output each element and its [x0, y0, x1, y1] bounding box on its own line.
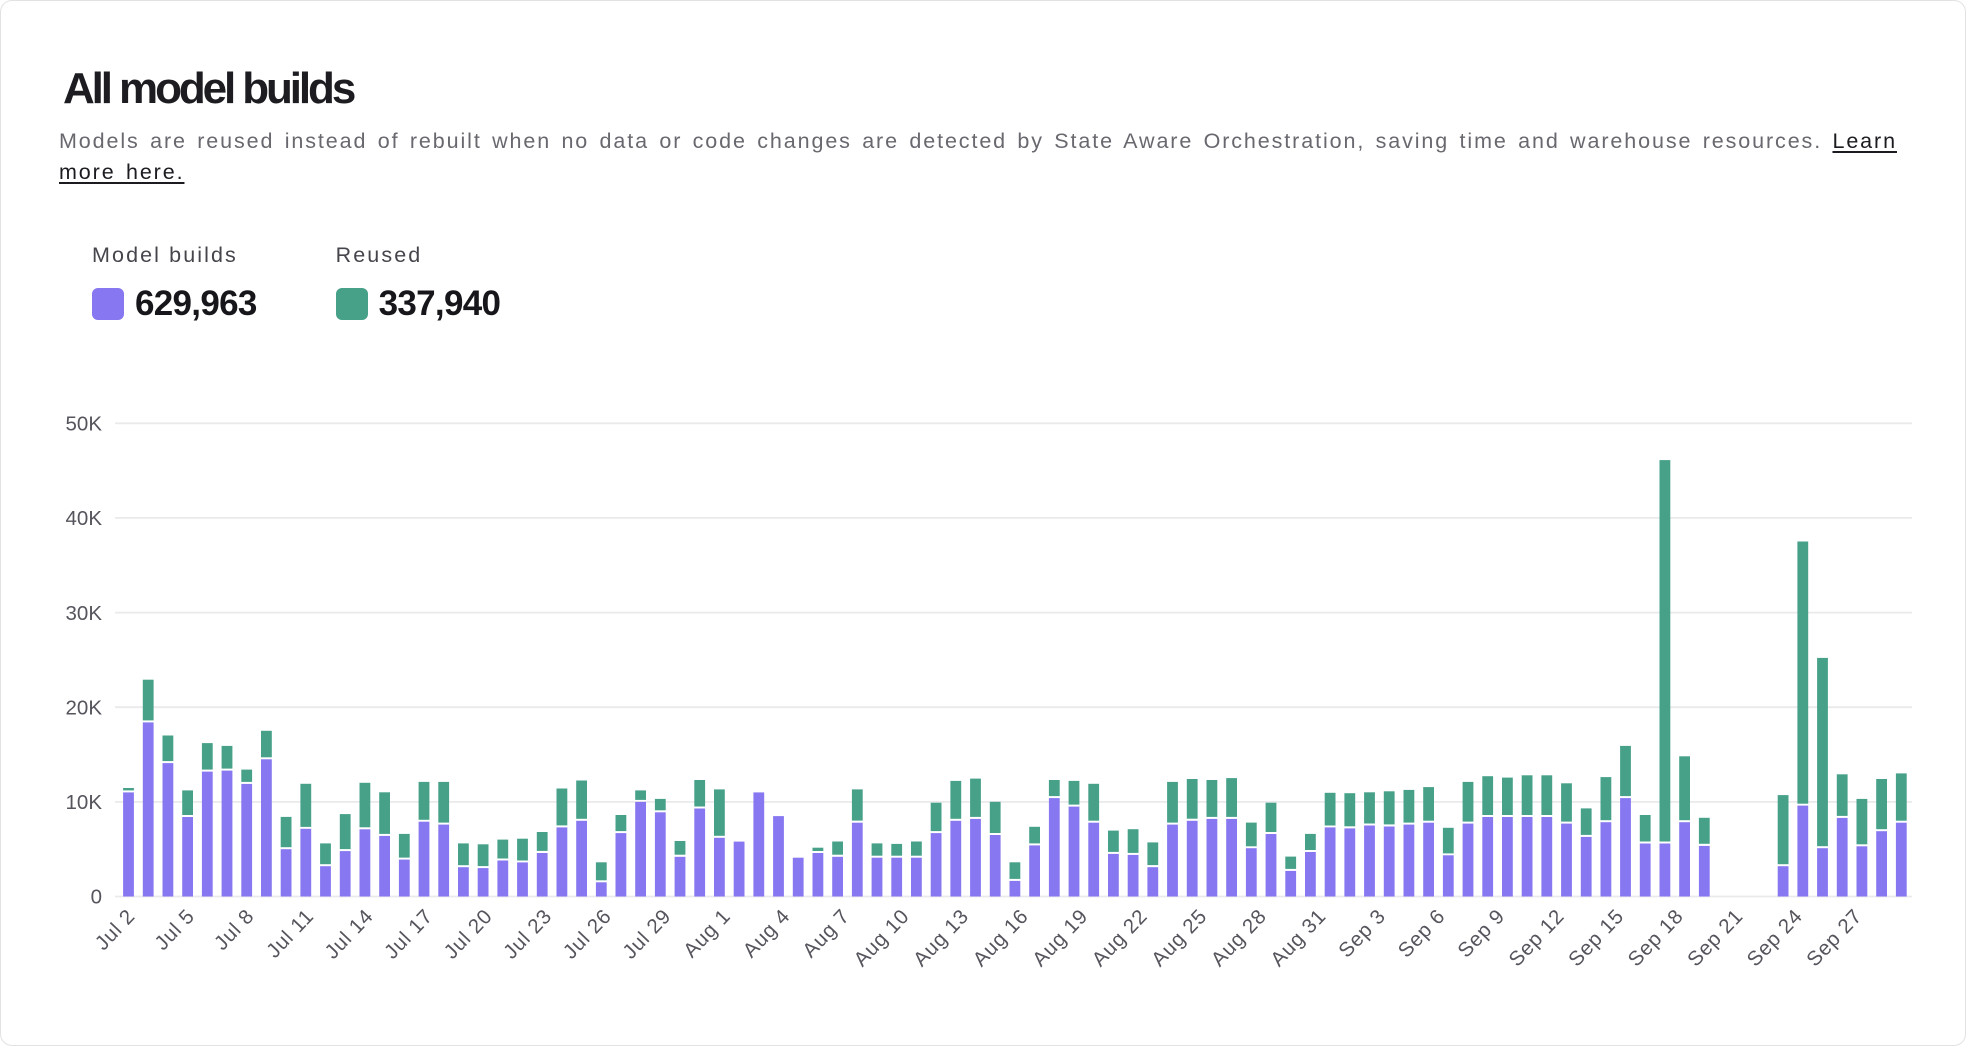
svg-text:Jul 14: Jul 14	[320, 905, 378, 964]
svg-text:Jul 26: Jul 26	[559, 905, 617, 964]
svg-text:Sep 3: Sep 3	[1334, 905, 1390, 963]
svg-text:Jul 17: Jul 17	[380, 905, 438, 964]
svg-text:Aug 4: Aug 4	[739, 905, 795, 963]
svg-text:Jul 20: Jul 20	[439, 905, 497, 964]
svg-text:Aug 13: Aug 13	[909, 905, 974, 971]
svg-text:Sep 6: Sep 6	[1394, 905, 1450, 963]
svg-text:Sep 9: Sep 9	[1453, 905, 1509, 963]
svg-text:30K: 30K	[66, 602, 103, 625]
svg-text:Sep 18: Sep 18	[1623, 905, 1688, 971]
svg-text:Aug 10: Aug 10	[849, 905, 914, 971]
svg-text:Jul 23: Jul 23	[499, 905, 557, 964]
svg-text:Sep 27: Sep 27	[1802, 905, 1867, 971]
svg-text:Jul 29: Jul 29	[618, 905, 676, 964]
svg-text:Aug 7: Aug 7	[798, 905, 854, 963]
svg-text:Aug 19: Aug 19	[1028, 905, 1093, 971]
svg-text:Jul 8: Jul 8	[210, 905, 259, 955]
svg-text:50K: 50K	[66, 413, 103, 436]
svg-text:Aug 28: Aug 28	[1207, 905, 1272, 971]
svg-text:Aug 22: Aug 22	[1087, 905, 1152, 971]
svg-text:Jul 11: Jul 11	[262, 905, 319, 963]
svg-text:40K: 40K	[66, 507, 103, 530]
svg-text:10K: 10K	[66, 791, 103, 814]
svg-text:Sep 24: Sep 24	[1743, 905, 1808, 971]
svg-text:Sep 12: Sep 12	[1504, 905, 1569, 971]
svg-text:Jul 2: Jul 2	[91, 905, 140, 955]
svg-text:Aug 1: Aug 1	[679, 905, 735, 963]
svg-text:Sep 15: Sep 15	[1564, 905, 1629, 971]
svg-text:20K: 20K	[66, 696, 103, 719]
svg-text:Sep 21: Sep 21	[1683, 905, 1748, 971]
svg-text:Jul 5: Jul 5	[150, 905, 199, 955]
svg-text:Aug 16: Aug 16	[968, 905, 1033, 971]
svg-text:Aug 31: Aug 31	[1266, 905, 1331, 971]
svg-text:Aug 25: Aug 25	[1147, 905, 1212, 971]
svg-text:0: 0	[91, 886, 102, 909]
